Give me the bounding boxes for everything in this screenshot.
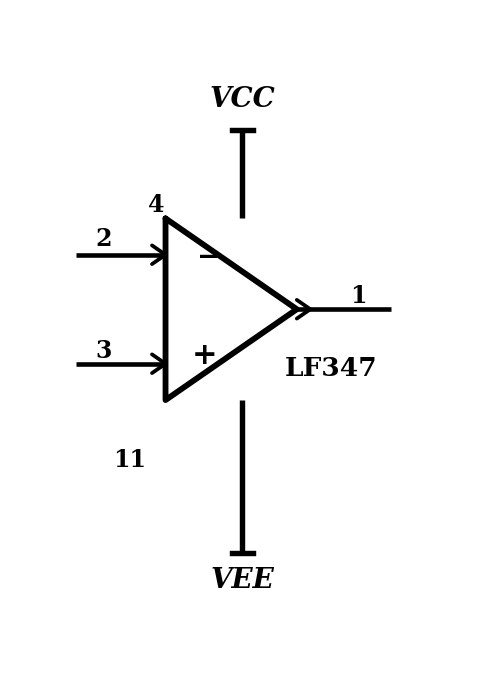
Text: 1: 1: [350, 284, 367, 308]
Text: 3: 3: [95, 339, 112, 363]
Text: 2: 2: [95, 227, 112, 251]
Text: VCC: VCC: [210, 86, 275, 113]
Text: 11: 11: [113, 448, 146, 472]
Text: −: −: [197, 243, 220, 272]
Text: 4: 4: [148, 193, 165, 218]
Text: +: +: [192, 342, 218, 371]
Text: VEE: VEE: [211, 567, 274, 594]
Text: LF347: LF347: [284, 357, 377, 381]
